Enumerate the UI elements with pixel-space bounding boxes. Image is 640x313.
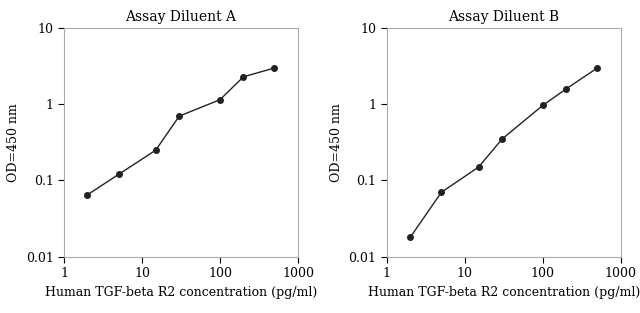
Title: Assay Diluent A: Assay Diluent A <box>125 10 236 24</box>
Y-axis label: OD=450 nm: OD=450 nm <box>7 103 20 182</box>
Y-axis label: OD=450 nm: OD=450 nm <box>330 103 343 182</box>
X-axis label: Human TGF-beta R2 concentration (pg/ml): Human TGF-beta R2 concentration (pg/ml) <box>368 286 640 299</box>
Title: Assay Diluent B: Assay Diluent B <box>448 10 559 24</box>
X-axis label: Human TGF-beta R2 concentration (pg/ml): Human TGF-beta R2 concentration (pg/ml) <box>45 286 317 299</box>
